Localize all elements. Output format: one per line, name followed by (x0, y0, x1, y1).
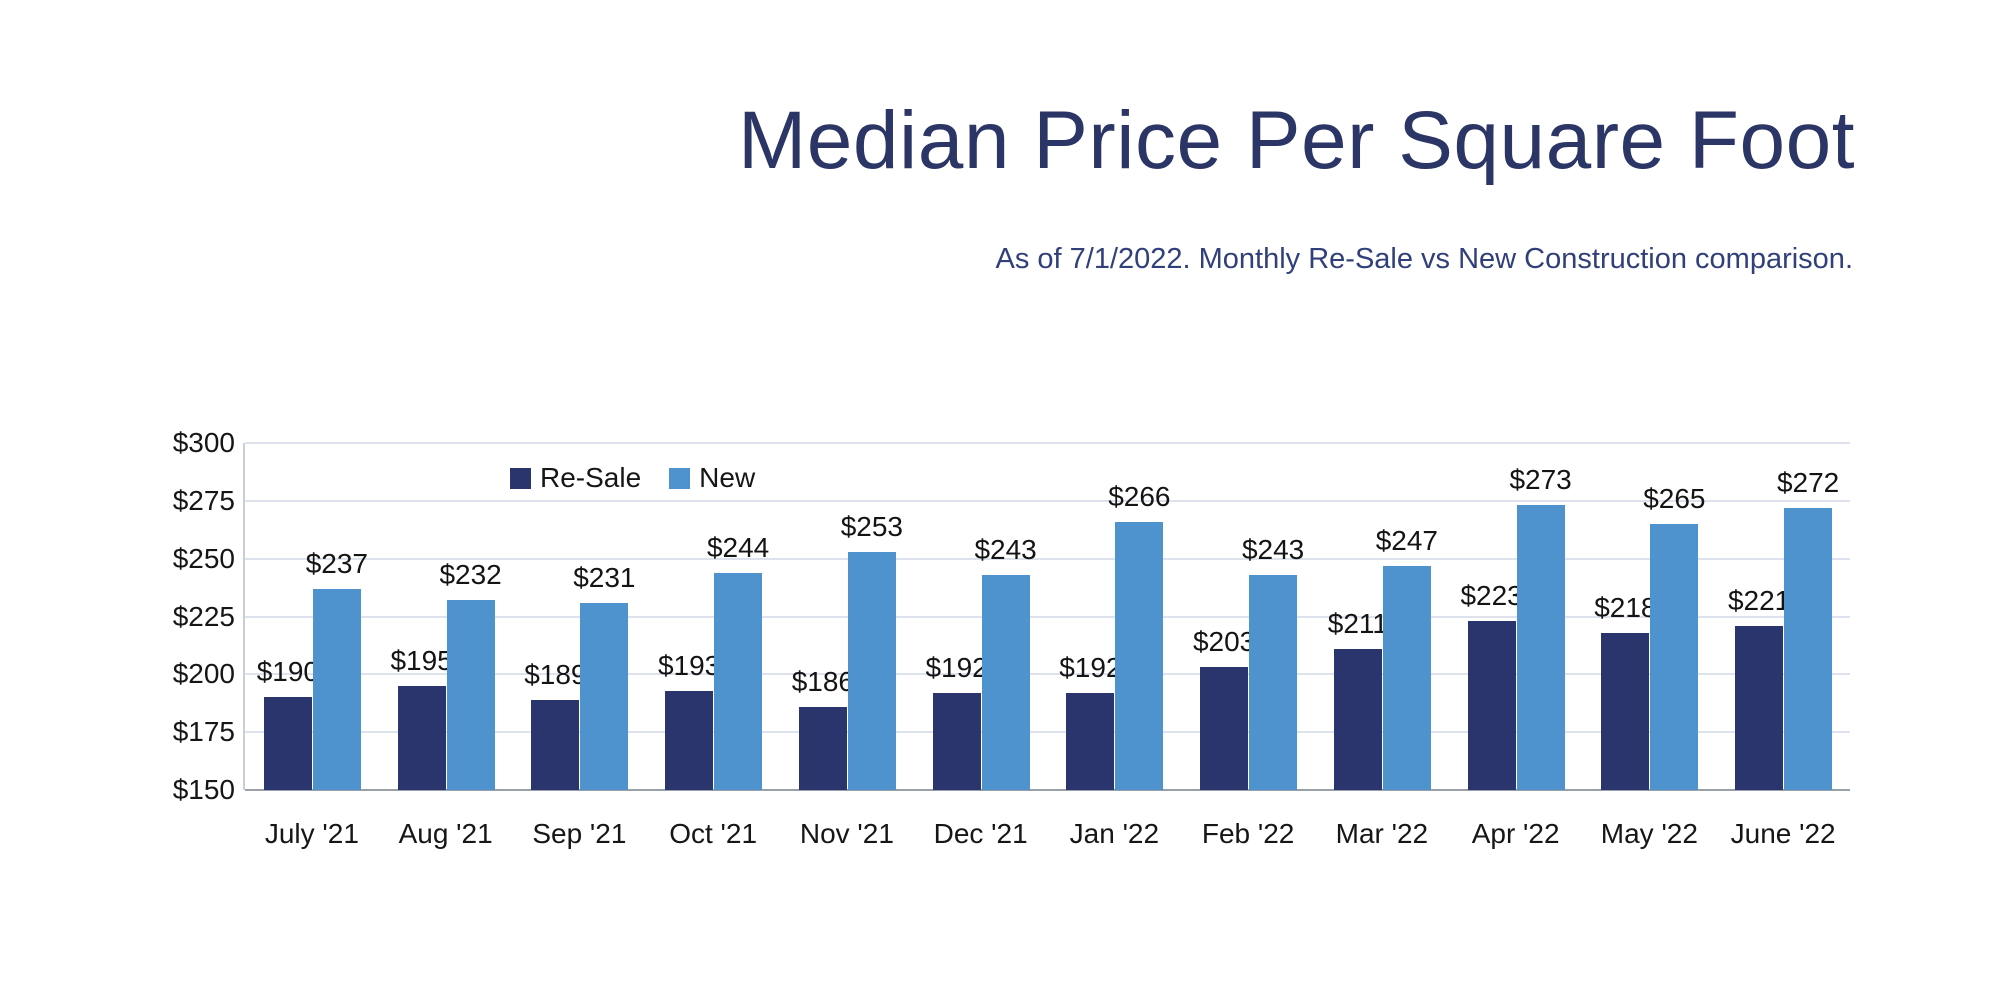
gridline (245, 557, 1850, 560)
bar-value-label: $193 (657, 649, 721, 681)
bar-new-10 (1650, 523, 1699, 790)
bar-value-label: $189 (524, 658, 587, 690)
x-axis-label: July '21 (264, 818, 359, 849)
resale-swatch-icon (510, 467, 531, 489)
y-axis-tick-label: $200 (172, 658, 235, 690)
x-axis-line (245, 789, 1850, 791)
y-axis-tick-label: $250 (172, 542, 235, 574)
y-axis-line (243, 443, 245, 790)
bar-re-sale-4 (798, 706, 847, 790)
bar-re-sale-9 (1467, 621, 1516, 790)
bar-value-label: $192 (1059, 651, 1122, 683)
y-axis-tick-label: $225 (172, 600, 235, 632)
x-axis-label: May '22 (1600, 818, 1698, 849)
bar-value-label: $203 (1192, 626, 1256, 658)
bar-re-sale-0 (263, 697, 312, 790)
bar-re-sale-1 (397, 685, 446, 790)
bar-value-label: $237 (305, 547, 369, 579)
x-axis-label: June '22 (1730, 818, 1836, 849)
bar-new-0 (312, 588, 361, 790)
x-axis-label: Apr '22 (1471, 818, 1560, 849)
bar-new-6 (1115, 521, 1164, 790)
bar-re-sale-8 (1333, 648, 1382, 790)
bar-re-sale-3 (665, 690, 714, 790)
bar-value-label: $223 (1460, 580, 1523, 612)
x-axis-label: Jan '22 (1069, 818, 1160, 849)
bar-re-sale-10 (1601, 632, 1650, 790)
bar-new-9 (1516, 505, 1565, 790)
x-axis-label: Feb '22 (1201, 818, 1295, 849)
x-axis-label: Dec '21 (933, 818, 1028, 849)
y-axis-tick-label: $175 (172, 716, 235, 748)
bar-value-label: $211 (1327, 607, 1388, 639)
bar-new-11 (1784, 507, 1833, 790)
bar-value-label: $218 (1594, 591, 1657, 623)
bar-value-label: $192 (925, 651, 988, 683)
x-axis-label: Aug '21 (398, 818, 493, 849)
legend-label-resale: Re-Sale (540, 462, 642, 493)
x-axis-label: Mar '22 (1335, 818, 1429, 849)
bar-value-label: $232 (439, 559, 502, 591)
legend-label-new: New (699, 462, 756, 493)
bar-re-sale-6 (1066, 692, 1115, 790)
x-axis-label: Nov '21 (799, 818, 894, 849)
bar-value-label: $221 (1727, 584, 1791, 616)
bar-new-7 (1249, 574, 1298, 790)
bar-value-label: $243 (974, 533, 1037, 565)
bar-new-1 (446, 600, 495, 790)
gridline (245, 731, 1850, 734)
bar-new-4 (847, 551, 896, 790)
bar-value-label: $244 (706, 531, 770, 563)
gridline (245, 673, 1850, 676)
bar-value-label: $247 (1375, 524, 1439, 556)
bar-value-label: $266 (1108, 480, 1171, 512)
legend: Re-Sale New (510, 462, 755, 494)
bar-value-label: $195 (390, 644, 453, 676)
x-axis-label: Oct '21 (669, 818, 758, 849)
bar-re-sale-11 (1735, 625, 1784, 790)
bar-value-label: $243 (1241, 533, 1305, 565)
bar-new-5 (981, 574, 1030, 790)
y-axis-tick-label: $150 (172, 774, 235, 805)
bar-value-label: $231 (573, 561, 636, 593)
bar-re-sale-7 (1200, 667, 1249, 790)
bar-value-label: $272 (1776, 466, 1840, 498)
bar-value-label: $253 (840, 510, 904, 542)
bar-value-label: $190 (256, 656, 320, 688)
new-swatch-icon (669, 467, 691, 489)
gridline (245, 615, 1850, 618)
legend-item-new: New (669, 462, 755, 494)
chart-subtitle: As of 7/1/2022. Monthly Re-Sale vs New C… (995, 243, 1853, 275)
gridline (245, 499, 1850, 502)
bar-new-8 (1382, 565, 1431, 790)
bar-new-2 (580, 602, 629, 790)
bar-value-label: $265 (1643, 482, 1706, 514)
y-axis: $150 $175 $200 $225 $250 $275 $300 (120, 427, 235, 805)
x-axis: July '21 Aug '21 Sep '21 Oct '21 Nov '21 Dec … (245, 818, 1850, 858)
bar-re-sale-2 (531, 699, 580, 790)
y-axis-tick-label: $300 (172, 427, 235, 458)
bar-new-3 (714, 572, 763, 790)
bar-re-sale-5 (932, 692, 981, 790)
x-axis-label: Sep '21 (532, 818, 627, 849)
bar-value-label: $186 (791, 665, 855, 697)
bar-value-label: $273 (1509, 464, 1572, 496)
legend-item-resale: Re-Sale (510, 462, 641, 494)
chart-title: Median Price Per Square Foot (738, 95, 1855, 186)
y-axis-tick-label: $275 (172, 484, 235, 516)
gridline (245, 442, 1850, 444)
plot-area: $190 $237 $195 $232 $189 $231 $193 $244 $186 $253… (243, 442, 1850, 791)
